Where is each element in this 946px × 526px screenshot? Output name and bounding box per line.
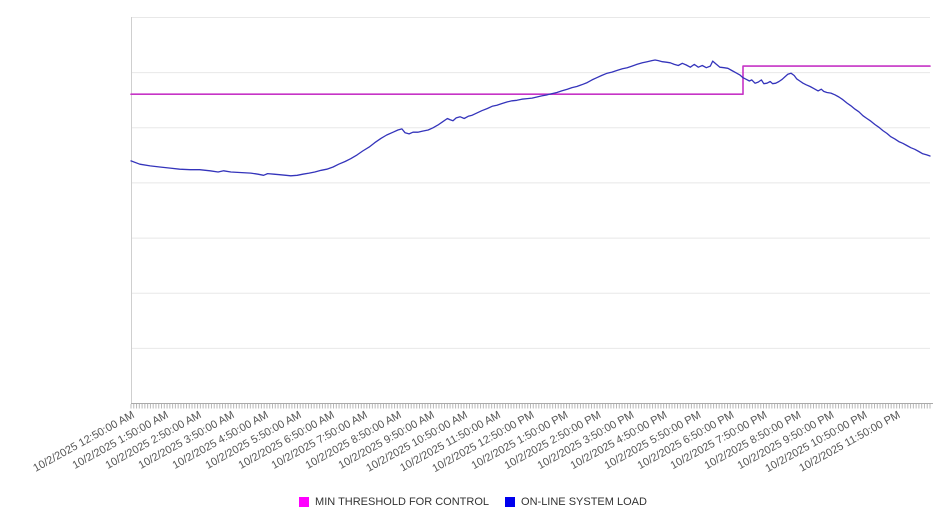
legend-swatch-min-threshold-icon <box>299 497 310 507</box>
legend-item-system-load[interactable]: ON-LINE SYSTEM LOAD <box>505 496 647 508</box>
series-line-0 <box>130 65 931 95</box>
x-axis-label: 10/2/2025 12:50:00 PM <box>430 409 537 475</box>
legend-swatch-system-load-icon <box>505 497 516 507</box>
x-axis-label: 10/2/2025 8:50:00 PM <box>702 409 803 472</box>
legend-item-min-threshold[interactable]: MIN THRESHOLD FOR CONTROL <box>299 496 489 508</box>
x-axis-label: 10/2/2025 4:50:00 AM <box>170 409 270 472</box>
x-axis-label: 10/2/2025 11:50:00 AM <box>398 409 504 475</box>
x-axis-label: 10/2/2025 10:50:00 AM <box>364 409 470 475</box>
legend: MIN THRESHOLD FOR CONTROL ON-LINE SYSTEM… <box>0 496 946 508</box>
x-axis-label: 10/2/2025 6:50:00 AM <box>236 409 337 472</box>
x-axis-label: 10/2/2025 4:50:00 PM <box>568 409 670 472</box>
x-axis-label: 10/2/2025 2:50:00 AM <box>103 409 204 472</box>
x-axis-label: 10/2/2025 3:50:00 AM <box>136 409 237 472</box>
x-axis-label: 10/2/2025 11:50:00 PM <box>797 409 903 475</box>
x-axis-label: 10/2/2025 6:50:00 PM <box>635 409 737 472</box>
legend-label-min-threshold: MIN THRESHOLD FOR CONTROL <box>315 496 490 508</box>
x-axis-label: 10/2/2025 1:50:00 AM <box>70 409 171 472</box>
x-axis-label: 10/2/2025 2:50:00 PM <box>502 409 603 472</box>
x-axis-label: 10/2/2025 5:50:00 PM <box>602 409 703 472</box>
x-axis-label: 10/2/2025 10:50:00 PM <box>763 409 870 475</box>
x-axis-label: 10/2/2025 7:50:00 PM <box>668 409 770 472</box>
x-axis-label: 10/2/2025 9:50:00 PM <box>735 409 836 472</box>
x-axis-label: 10/2/2025 5:50:00 AM <box>203 409 304 472</box>
legend-label-system-load: ON-LINE SYSTEM LOAD <box>521 496 647 508</box>
x-axis-label: 10/2/2025 7:50:00 AM <box>269 409 370 472</box>
x-axis-label: 10/2/2025 9:50:00 AM <box>336 409 437 472</box>
x-axis-label: 10/2/2025 3:50:00 PM <box>535 409 637 472</box>
x-axis-minor-ticks <box>130 404 931 409</box>
series-line-1 <box>130 59 931 177</box>
x-axis-label: 10/2/2025 8:50:00 AM <box>303 409 404 472</box>
chart-plot-area <box>130 17 933 409</box>
x-axis-label: 10/2/2025 1:50:00 PM <box>469 409 570 472</box>
x-axis-label: 10/2/2025 12:50:00 AM <box>31 409 137 475</box>
